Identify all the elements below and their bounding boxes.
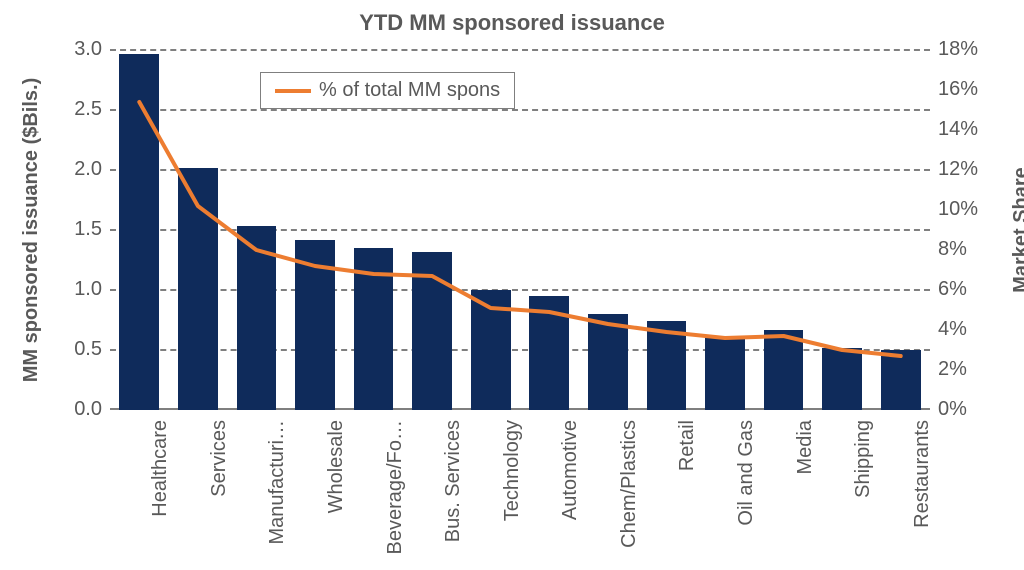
x-category-label: Services xyxy=(208,420,231,570)
y-left-tick: 1.5 xyxy=(52,218,102,241)
legend-line-swatch xyxy=(275,89,311,93)
legend: % of total MM spons xyxy=(260,72,515,109)
y-left-tick: 0.0 xyxy=(52,398,102,421)
x-category-label: Chem/Plastics xyxy=(618,420,641,570)
chart-container: YTD MM sponsored issuance MM sponsored i… xyxy=(0,0,1024,560)
y-left-tick: 2.5 xyxy=(52,98,102,121)
y-right-tick: 0% xyxy=(938,398,967,421)
x-category-label: Manufacturi… xyxy=(266,420,289,570)
y-left-tick: 1.0 xyxy=(52,278,102,301)
x-category-label: Wholesale xyxy=(325,420,348,570)
x-category-label: Automotive xyxy=(559,420,582,570)
y-right-tick: 16% xyxy=(938,78,978,101)
x-category-label: Healthcare xyxy=(149,420,172,570)
line-series-svg xyxy=(110,50,930,410)
y-axis-left-label: MM sponsored issuance ($Bils.) xyxy=(20,50,43,410)
y-left-tick: 0.5 xyxy=(52,338,102,361)
x-category-label: Retail xyxy=(676,420,699,570)
legend-label: % of total MM spons xyxy=(319,79,500,102)
y-right-tick: 6% xyxy=(938,278,967,301)
y-right-tick: 10% xyxy=(938,198,978,221)
x-category-label: Shipping xyxy=(852,420,875,570)
x-category-label: Restaurants xyxy=(911,420,934,570)
y-axis-right-label: Market Share xyxy=(1010,150,1024,310)
x-category-label: Bus. Services xyxy=(442,420,465,570)
y-right-tick: 18% xyxy=(938,38,978,61)
x-category-label: Beverage/Fo… xyxy=(384,420,407,570)
x-category-label: Media xyxy=(794,420,817,570)
y-left-tick: 2.0 xyxy=(52,158,102,181)
y-right-tick: 14% xyxy=(938,118,978,141)
line-series xyxy=(139,102,900,356)
y-right-tick: 2% xyxy=(938,358,967,381)
chart-title: YTD MM sponsored issuance xyxy=(0,10,1024,36)
x-category-label: Oil and Gas xyxy=(735,420,758,570)
y-right-tick: 8% xyxy=(938,238,967,261)
plot-area: % of total MM spons 0.00.51.01.52.02.53.… xyxy=(110,50,930,410)
y-right-tick: 12% xyxy=(938,158,978,181)
y-right-tick: 4% xyxy=(938,318,967,341)
x-category-label: Technology xyxy=(501,420,524,570)
y-left-tick: 3.0 xyxy=(52,38,102,61)
